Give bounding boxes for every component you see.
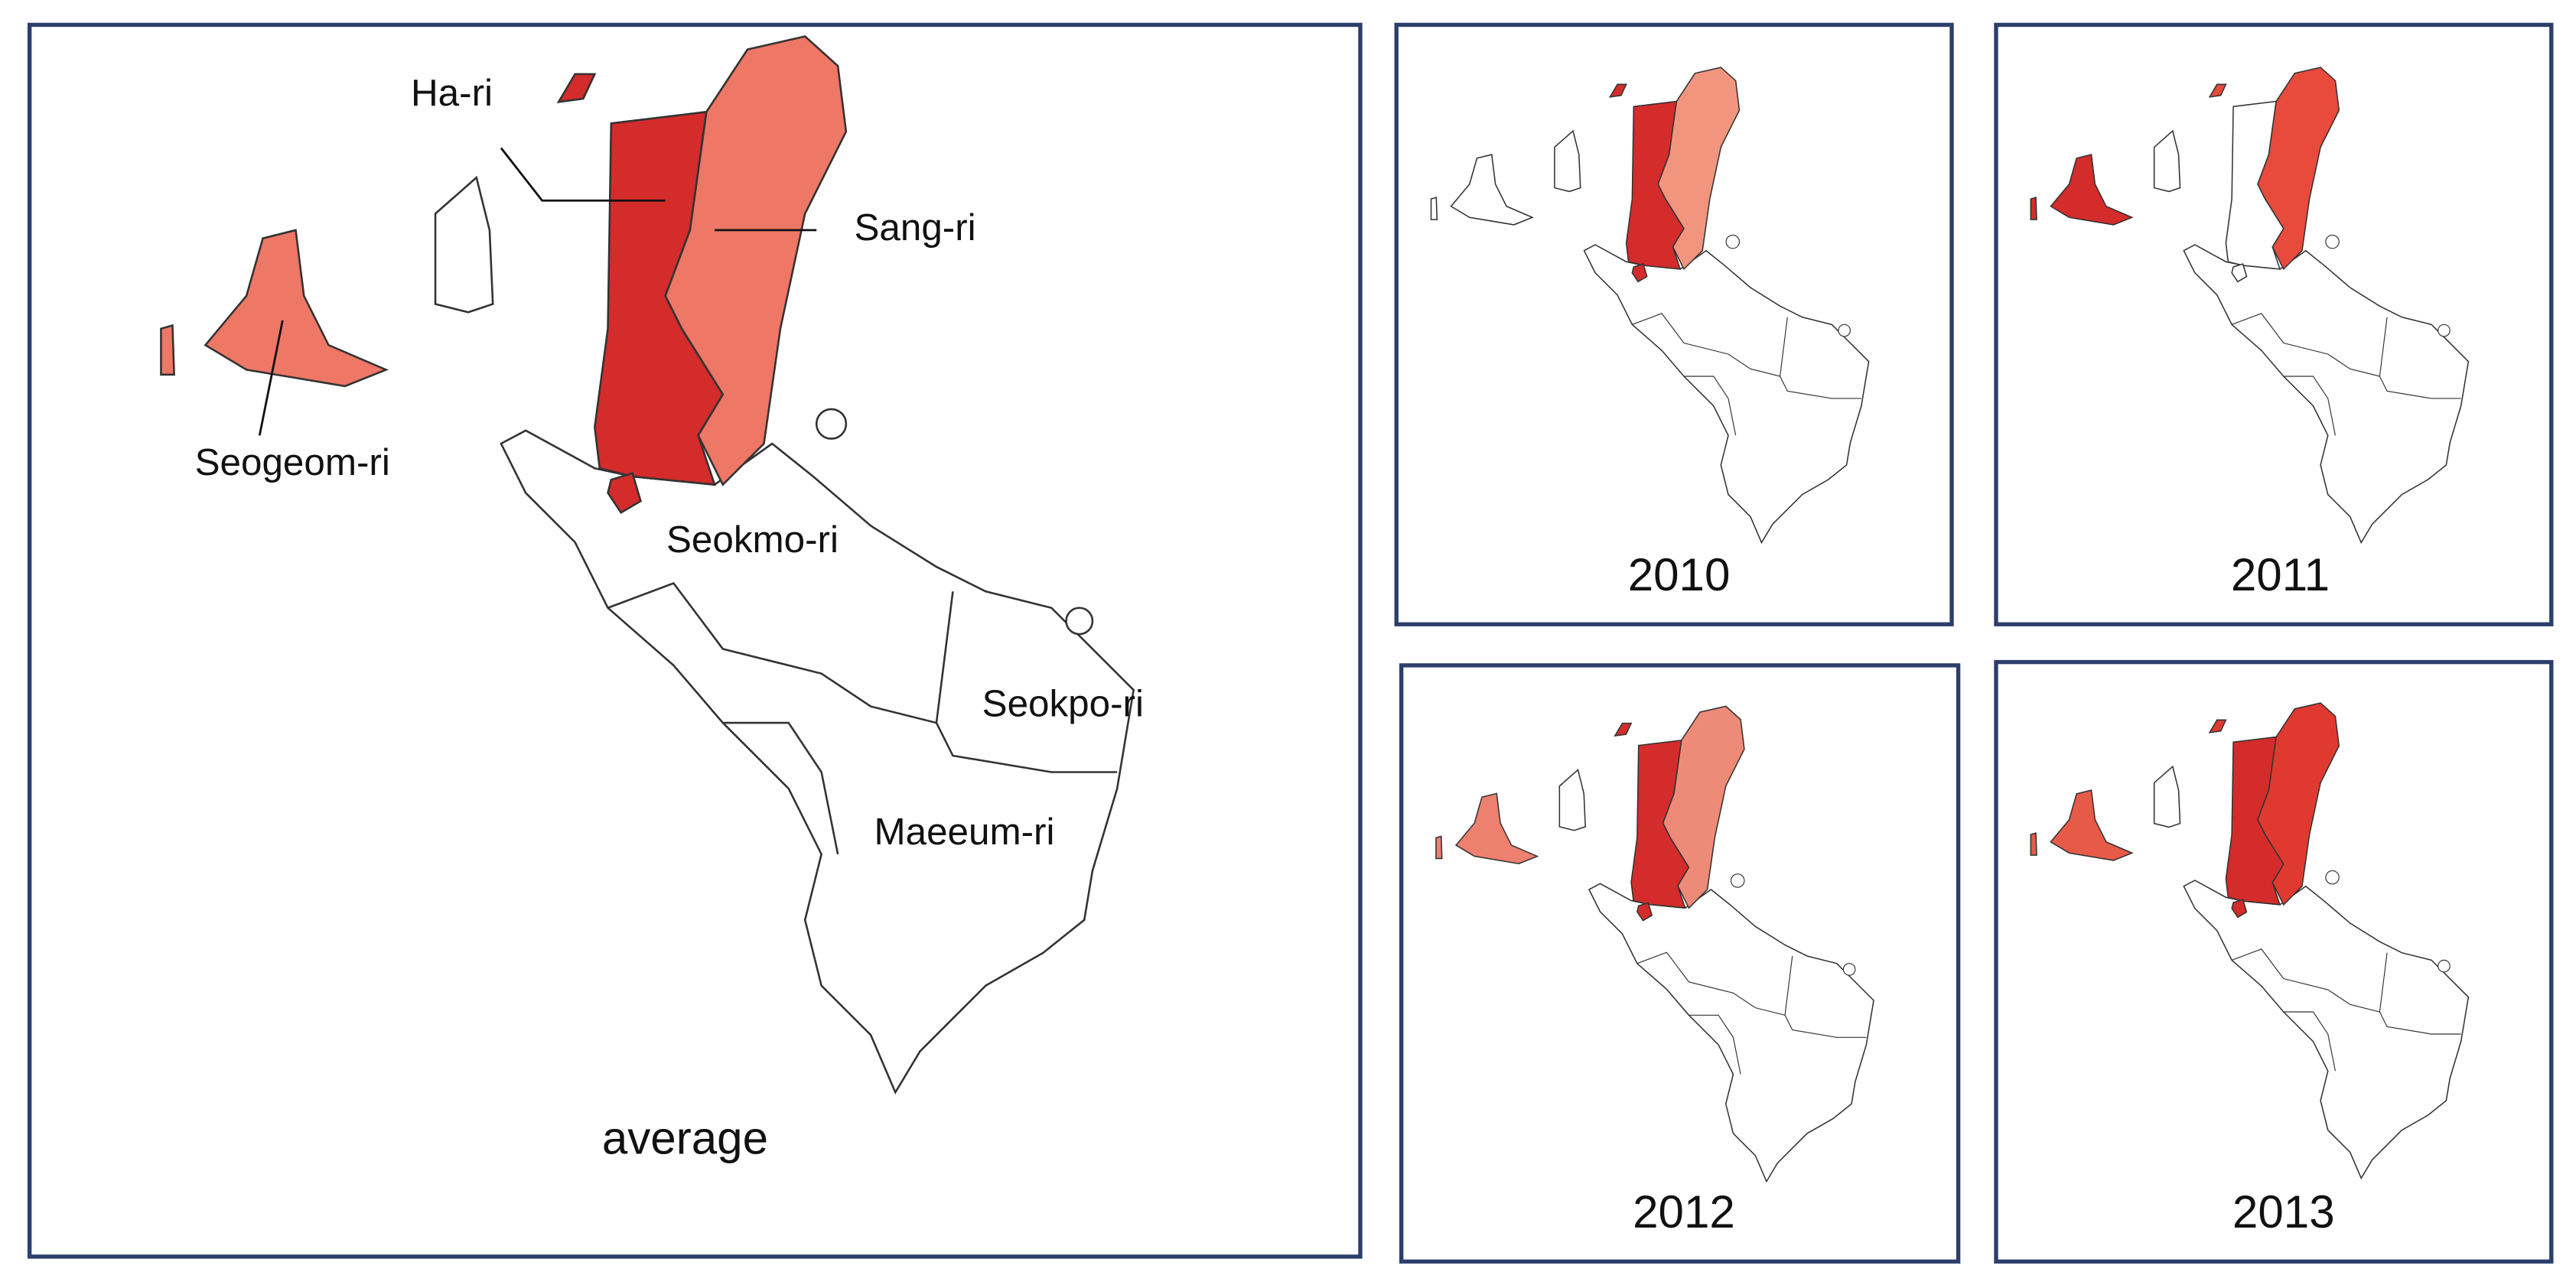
- region: [1608, 83, 1627, 98]
- region: [1450, 154, 1534, 226]
- panel-frame: [1394, 22, 1954, 626]
- region-label: Ha-ri: [411, 72, 493, 114]
- region: [556, 73, 597, 104]
- islet: [815, 408, 848, 440]
- panel-caption: average: [602, 1113, 768, 1164]
- border: [2283, 1011, 2336, 1072]
- islet: [1838, 324, 1851, 337]
- panel-caption: 2012: [1633, 1186, 1735, 1238]
- border: [2379, 1011, 2461, 1035]
- map: [1435, 705, 1874, 1183]
- border: [1784, 1015, 1867, 1038]
- panel-caption: 2013: [2232, 1186, 2335, 1238]
- leader-line: [258, 320, 284, 436]
- region: [2030, 832, 2037, 856]
- region: [2257, 67, 2340, 271]
- region: [664, 35, 848, 486]
- region-label: Seogeom-ri: [195, 441, 390, 483]
- islet: [2325, 870, 2340, 885]
- region: [1636, 902, 1653, 922]
- region-label: Maeeum-ri: [874, 811, 1054, 853]
- region: [1588, 883, 1874, 1183]
- leader-line: [500, 147, 666, 202]
- border: [2231, 948, 2388, 1013]
- islet: [1842, 963, 1856, 976]
- panel-frame: [1994, 22, 2554, 626]
- region-label: Sang-ri: [854, 207, 975, 249]
- region: [2257, 702, 2340, 906]
- region: [2231, 263, 2248, 283]
- region: [2050, 789, 2134, 861]
- islet: [1730, 873, 1745, 888]
- border: [1780, 376, 1861, 399]
- region: [2208, 719, 2227, 733]
- region: [434, 175, 494, 314]
- region: [1554, 129, 1581, 193]
- region: [1583, 244, 1870, 545]
- region: [2050, 154, 2134, 226]
- map: [2030, 702, 2470, 1180]
- region: [607, 472, 642, 514]
- panel-caption: 2010: [1628, 549, 1731, 600]
- region: [1662, 705, 1745, 909]
- region: [160, 324, 175, 376]
- region-label: Seokpo-ri: [982, 683, 1144, 725]
- border: [1689, 1014, 1741, 1075]
- region: [2183, 880, 2470, 1180]
- panel-caption: 2011: [2231, 549, 2330, 600]
- region: [1614, 722, 1633, 737]
- border: [935, 722, 1118, 773]
- region: [2153, 129, 2181, 193]
- map: [2030, 67, 2470, 545]
- islet: [2438, 324, 2451, 337]
- panel-frame: [1994, 659, 2554, 1264]
- islet: [2325, 234, 2340, 249]
- leader-lines: [258, 147, 817, 436]
- islet: [1725, 234, 1741, 249]
- region: [2030, 197, 2037, 220]
- map: [160, 35, 1135, 1095]
- region: [1558, 769, 1586, 831]
- region: [2183, 244, 2470, 545]
- region-label: Seokmo-ri: [666, 519, 839, 561]
- map: [1430, 67, 1870, 545]
- panel-frame: [1399, 663, 1961, 1264]
- region: [1657, 67, 1741, 271]
- region: [204, 229, 389, 388]
- region: [2208, 83, 2227, 98]
- maps: [160, 35, 2470, 1183]
- region: [2153, 765, 2181, 828]
- region: [2231, 899, 2248, 919]
- islet: [2438, 959, 2451, 973]
- islet: [1065, 607, 1094, 636]
- region: [1430, 197, 1438, 220]
- region: [1631, 263, 1648, 283]
- panel-frame: [27, 22, 1363, 1259]
- border: [722, 721, 839, 855]
- region: [1435, 835, 1443, 860]
- border: [1636, 951, 1793, 1016]
- border: [1684, 376, 1737, 436]
- region: [1454, 792, 1539, 865]
- border: [2283, 376, 2336, 436]
- border: [2379, 376, 2461, 399]
